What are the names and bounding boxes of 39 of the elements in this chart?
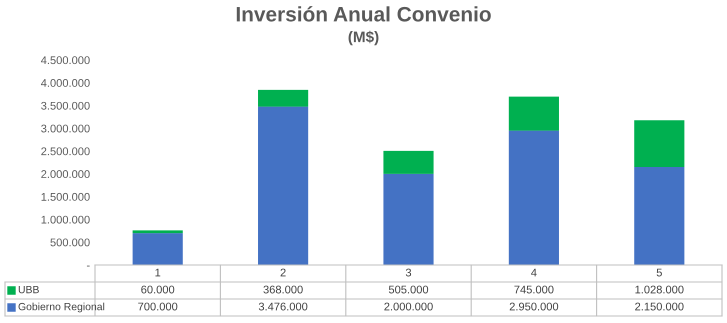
bar (258, 106, 308, 265)
bar (383, 174, 434, 265)
legend-label: Gobierno Regional (18, 302, 104, 312)
bar (132, 233, 183, 265)
bar (132, 230, 183, 234)
data-label: 2.000.000 (384, 302, 433, 310)
y-tick-label: 2.000.000 (41, 170, 90, 178)
bar (508, 96, 559, 131)
bar (634, 120, 684, 168)
x-tick-label: 1 (155, 268, 160, 276)
data-label: 700.000 (138, 302, 178, 310)
chart-subtitle: (M$) (348, 30, 378, 46)
x-tick-label: 3 (406, 268, 412, 276)
bar (634, 167, 684, 265)
y-tick-label: 4.000.000 (40, 79, 90, 87)
bar (258, 90, 308, 107)
y-tick-label: 4.500.000 (40, 56, 90, 64)
data-label: 1.028.000 (635, 286, 684, 294)
data-label: 2.150.000 (635, 302, 684, 310)
y-tick-label: 2.500.000 (41, 147, 90, 156)
bar (383, 150, 434, 174)
y-tick-label: - (86, 266, 90, 267)
y-tick-label: 3.000.000 (41, 124, 90, 132)
data-label: 3.476.000 (258, 302, 308, 310)
y-tick-label: 1.000.000 (42, 216, 90, 224)
y-tick-label: 500.000 (50, 238, 90, 246)
x-tick-label: 2 (280, 268, 286, 276)
data-label: 60.000 (141, 286, 174, 294)
data-label: 2.950.000 (510, 302, 558, 310)
y-tick-label: 3.500.000 (41, 102, 90, 110)
data-label: 745.000 (514, 286, 554, 294)
x-tick-label: 5 (656, 268, 662, 276)
chart-title: Inversión Anual Convenio (236, 6, 491, 22)
legend-label: UBB (18, 286, 39, 294)
bar (508, 130, 559, 265)
data-label: 505.000 (388, 286, 428, 294)
data-label: 368.000 (263, 286, 303, 294)
y-tick-label: 1.500.000 (42, 192, 90, 201)
x-tick-label: 4 (531, 268, 537, 276)
